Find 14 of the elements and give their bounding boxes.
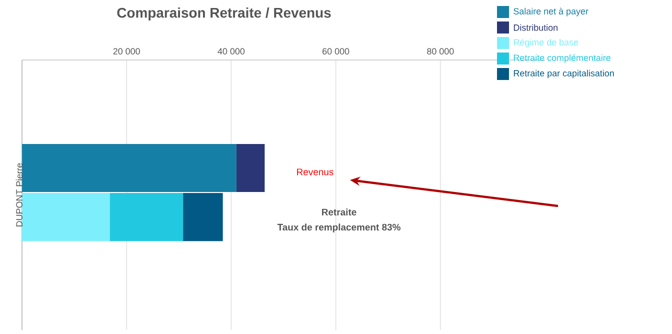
chart-title: Comparaison Retraite / Revenus [117, 7, 331, 20]
legend-label: Salaire net à payer [514, 8, 588, 16]
legend-label: Retraite par capitalisation [514, 70, 614, 78]
x-tick-label: 80 000 [427, 48, 454, 54]
legend-label: Retraite complémentaire [514, 54, 610, 63]
x-tick-label: 20 000 [113, 48, 140, 54]
legend-label: Distribution [514, 24, 558, 31]
x-tick-label: 60 000 [322, 48, 350, 54]
x-tick-label: 40 000 [218, 48, 245, 54]
y-axis-title: DUPONT Pierre [16, 163, 22, 226]
annotation: Retraite [322, 208, 356, 216]
legend-label: Régime de base [514, 38, 578, 48]
annotation: Taux de remplacement 83% [277, 224, 400, 232]
annotation: Revenus [297, 168, 334, 176]
